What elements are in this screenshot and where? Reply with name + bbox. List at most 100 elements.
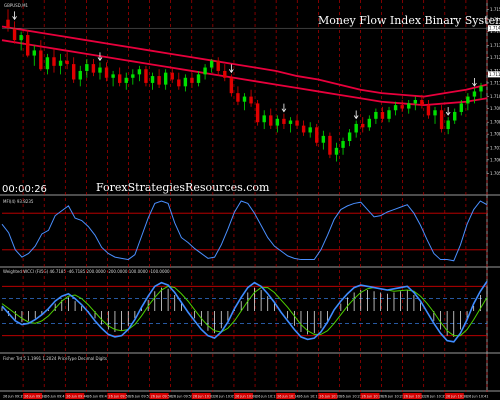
candle-body: [413, 100, 418, 104]
candle-body: [380, 111, 385, 119]
candle-body: [117, 74, 122, 83]
candle-body: [374, 111, 378, 119]
candle-body: [308, 127, 312, 133]
price-tick-label: 1.7072: [490, 145, 500, 150]
candle-body: [242, 96, 247, 102]
candle-body: [347, 132, 352, 142]
main-price-pane: [1, 9, 488, 162]
price-tick-label: 1.7102: [490, 94, 500, 99]
price-tick-label: 1.7057: [490, 171, 500, 176]
candle-body: [426, 105, 431, 116]
wcci-blue-line: [1, 280, 488, 343]
candle-body: [361, 123, 365, 128]
candle-body: [459, 103, 463, 112]
candle-body: [78, 70, 82, 80]
time-label-highlight: [276, 393, 296, 399]
candle-body: [446, 120, 450, 130]
candle-body: [85, 64, 89, 71]
mfi-pane: [1, 200, 488, 262]
candle-body: [453, 111, 457, 121]
candle-body: [282, 118, 286, 124]
candle-body: [439, 110, 444, 130]
candle-body: [387, 110, 391, 119]
time-label-highlight: [402, 393, 422, 399]
candle-body: [52, 57, 56, 66]
time-tick-label: 26 Jun 10:08: [235, 395, 257, 399]
candle-body: [393, 105, 398, 111]
time-tick-label: 26 Jun 09:56: [151, 395, 173, 399]
signal-arrowhead-icon: [229, 69, 234, 74]
weighted-pane: [1, 280, 488, 343]
candle-body: [124, 77, 128, 83]
candle-body: [196, 74, 201, 83]
time-label-highlight: [318, 393, 338, 399]
chart-title: Money Flow Index Binary System: [318, 14, 500, 27]
price-axis: 1.71531.71471.71401.71321.71251.71171.71…: [487, 7, 500, 176]
price-tick-label: 1.7125: [490, 55, 500, 60]
time-tick-label: 26 Jun 09:53: [130, 395, 152, 399]
candle-body: [71, 64, 76, 80]
candle-body: [400, 105, 404, 109]
candle-body: [150, 76, 155, 83]
candle-body: [315, 127, 319, 143]
candle-body: [367, 118, 372, 128]
price-tick-label: 1.7147: [490, 17, 500, 22]
candle-body: [45, 57, 50, 70]
candle-body: [479, 86, 483, 92]
signal-arrowhead-icon: [445, 111, 451, 116]
time-label-highlight: [23, 393, 43, 399]
time-tick-label: 26 Jun 10:26: [361, 395, 383, 399]
candle-body: [203, 67, 207, 75]
candle-body: [354, 123, 358, 133]
time-label-highlight: [149, 393, 169, 399]
signal-arrowhead-icon: [12, 16, 17, 21]
price-tick-label: 1.7080: [490, 132, 500, 137]
time-tick-label: 26 Jun 10:23: [340, 395, 362, 399]
candle-body: [177, 79, 181, 87]
candle-body: [39, 50, 43, 70]
time-tick-label: 26 Jun 10:29: [383, 395, 405, 399]
candle-body: [420, 100, 424, 106]
price-marker-label: 1.7115: [489, 72, 500, 77]
time-tick-label: 26 Jun 10:20: [319, 395, 341, 399]
candle-body: [32, 50, 36, 56]
candle-body: [137, 69, 142, 75]
time-tick-label: 26 Jun 09:35: [3, 395, 25, 399]
time-label-highlight: [191, 393, 211, 399]
candle-body: [131, 74, 135, 78]
candle-body: [170, 72, 174, 80]
candle-body: [6, 19, 10, 29]
candle-body: [328, 135, 332, 155]
price-marker-label: 1.7142: [489, 26, 500, 31]
candle-body: [229, 77, 234, 94]
candle-body: [183, 77, 188, 87]
candle-body: [295, 120, 299, 126]
moving-average-fast: [1, 25, 488, 98]
candle-body: [407, 103, 411, 109]
countdown-timer: 00:00:26: [2, 184, 47, 195]
price-tick-label: 1.7110: [490, 80, 500, 85]
price-tick-label: 1.7153: [490, 7, 500, 12]
price-tick-label: 1.7132: [490, 43, 500, 48]
candle-body: [433, 110, 437, 116]
time-label-highlight: [233, 393, 253, 399]
price-marker: [488, 71, 500, 78]
candle-body: [341, 141, 345, 148]
time-tick-label: 26 Jun 10:17: [298, 395, 320, 399]
price-tick-label: 1.7140: [490, 29, 500, 34]
time-tick-label: 26 Jun 10:41: [467, 395, 489, 399]
mfi-line: [1, 200, 488, 262]
signal-arrowhead-icon: [97, 57, 103, 62]
candle-body: [334, 147, 339, 155]
time-tick-label: 26 Jun 09:44: [66, 395, 88, 399]
time-tick-label: 26 Jun 09:47: [87, 395, 109, 399]
candle-body: [157, 76, 161, 85]
time-tick-label: 26 Jun 09:38: [24, 395, 46, 399]
price-tick-label: 1.7087: [490, 120, 500, 125]
candle-body: [466, 96, 470, 104]
candle-body: [19, 35, 23, 41]
candle-body: [209, 60, 214, 68]
moving-average-slow: [1, 39, 488, 107]
